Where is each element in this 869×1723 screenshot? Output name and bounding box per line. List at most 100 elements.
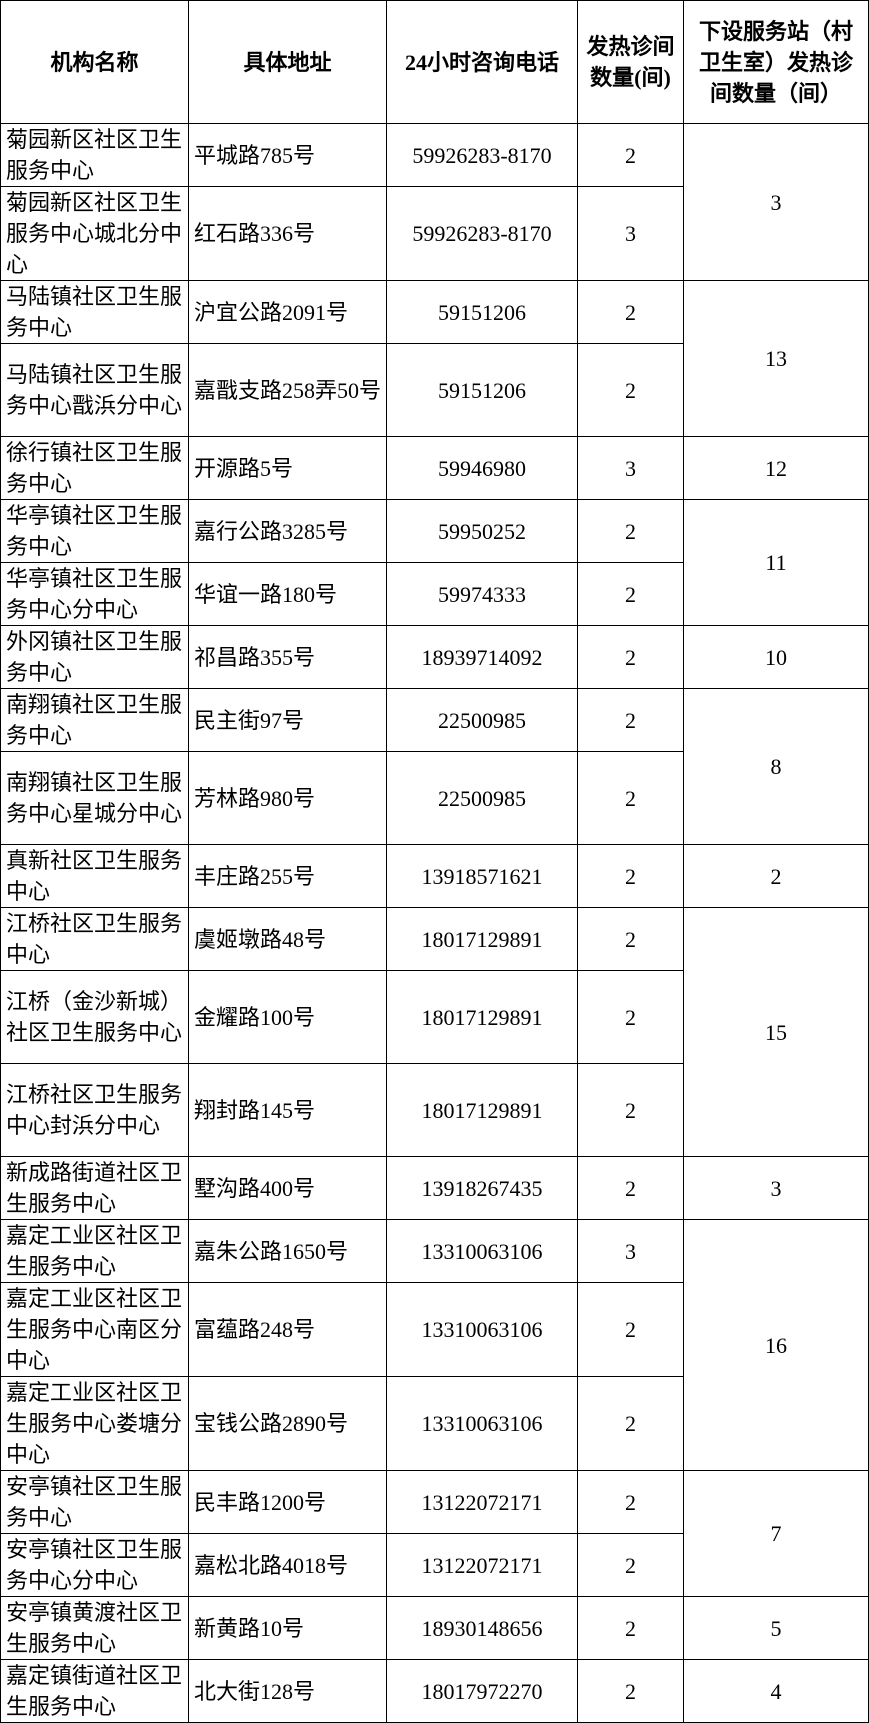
fever-rooms-cell: 2 (577, 1533, 684, 1597)
fever-rooms-cell: 2 (577, 751, 684, 845)
table-row: 嘉定镇街道社区卫生服务中心 北大街128号 18017972270 2 4 (0, 1659, 869, 1723)
fever-rooms-cell: 2 (577, 1470, 684, 1534)
header-phone: 24小时咨询电话 (386, 0, 578, 124)
institution-name-cell: 嘉定工业区社区卫生服务中心 (0, 1219, 189, 1283)
table-row: 真新社区卫生服务中心 丰庄路255号 13918571621 2 2 (0, 844, 869, 908)
table-row: 南翔镇社区卫生服务中心 民主街97号 22500985 2 8 (0, 688, 869, 845)
institution-name-cell: 江桥社区卫生服务中心 (0, 907, 189, 971)
institution-name-cell: 真新社区卫生服务中心 (0, 844, 189, 908)
table-row: 嘉定工业区社区卫生服务中心 嘉朱公路1650号 13310063106 3 16 (0, 1219, 869, 1471)
phone-cell: 13918267435 (386, 1156, 578, 1220)
address-cell: 墅沟路400号 (188, 1156, 387, 1220)
address-cell: 开源路5号 (188, 436, 387, 500)
station-fever-rooms-cell: 12 (683, 436, 869, 500)
station-fever-rooms-cell: 2 (683, 844, 869, 908)
fever-rooms-cell: 2 (577, 688, 684, 752)
table-row: 华亭镇社区卫生服务中心分中心 华谊一路180号 59974333 2 (0, 562, 869, 626)
header-institution-name: 机构名称 (0, 0, 189, 124)
station-fever-rooms-cell: 7 (683, 1470, 869, 1597)
institution-name-cell: 菊园新区社区卫生服务中心城北分中心 (0, 186, 189, 281)
address-cell: 平城路785号 (188, 123, 387, 187)
address-cell: 民丰路1200号 (188, 1470, 387, 1534)
phone-cell: 13310063106 (386, 1282, 578, 1377)
fever-rooms-cell: 2 (577, 123, 684, 187)
institution-name-cell: 徐行镇社区卫生服务中心 (0, 436, 189, 500)
station-fever-rooms-cell: 13 (683, 280, 869, 437)
fever-rooms-cell: 3 (577, 436, 684, 500)
institution-name-cell: 江桥（金沙新城）社区卫生服务中心 (0, 970, 189, 1064)
institution-name-cell: 马陆镇社区卫生服务中心戬浜分中心 (0, 343, 189, 437)
address-cell: 新黄路10号 (188, 1596, 387, 1660)
fever-rooms-cell: 2 (577, 280, 684, 344)
address-cell: 嘉朱公路1650号 (188, 1219, 387, 1283)
table-row: 新成路街道社区卫生服务中心 墅沟路400号 13918267435 2 3 (0, 1156, 869, 1220)
phone-cell: 18017129891 (386, 907, 578, 971)
institution-name-cell: 安亭镇社区卫生服务中心 (0, 1470, 189, 1534)
header-address: 具体地址 (188, 0, 387, 124)
fever-rooms-cell: 2 (577, 1659, 684, 1723)
phone-cell: 13122072171 (386, 1533, 578, 1597)
address-cell: 祁昌路355号 (188, 625, 387, 689)
address-cell: 虞姬墩路48号 (188, 907, 387, 971)
header-row: 机构名称 具体地址 24小时咨询电话 发热诊间数量(间) 下设服务站（村卫生室）… (0, 0, 869, 124)
table-row: 华亭镇社区卫生服务中心 嘉行公路3285号 59950252 2 11 (0, 499, 869, 626)
table-row: 菊园新区社区卫生服务中心城北分中心 红石路336号 59926283-8170 3 (0, 186, 869, 281)
institution-name-cell: 嘉定镇街道社区卫生服务中心 (0, 1659, 189, 1723)
header-station-fever-rooms: 下设服务站（村卫生室）发热诊间数量（间） (683, 0, 869, 124)
address-cell: 嘉戬支路258弄50号 (188, 343, 387, 437)
address-cell: 北大街128号 (188, 1659, 387, 1723)
institution-name-cell: 华亭镇社区卫生服务中心分中心 (0, 562, 189, 626)
table-row: 马陆镇社区卫生服务中心戬浜分中心 嘉戬支路258弄50号 59151206 2 (0, 343, 869, 437)
phone-cell: 13122072171 (386, 1470, 578, 1534)
phone-cell: 59926283-8170 (386, 123, 578, 187)
phone-cell: 59926283-8170 (386, 186, 578, 281)
institution-name-cell: 嘉定工业区社区卫生服务中心南区分中心 (0, 1282, 189, 1377)
phone-cell: 59950252 (386, 499, 578, 563)
phone-cell: 59974333 (386, 562, 578, 626)
institution-name-cell: 嘉定工业区社区卫生服务中心娄塘分中心 (0, 1376, 189, 1471)
phone-cell: 59151206 (386, 280, 578, 344)
institution-name-cell: 南翔镇社区卫生服务中心 (0, 688, 189, 752)
address-cell: 嘉松北路4018号 (188, 1533, 387, 1597)
fever-rooms-cell: 3 (577, 1219, 684, 1283)
table-body: 菊园新区社区卫生服务中心 平城路785号 59926283-8170 2 3 菊园新区社区… (0, 123, 869, 1723)
table-row: 安亭镇社区卫生服务中心 民丰路1200号 13122072171 2 7 (0, 1470, 869, 1597)
phone-cell: 13310063106 (386, 1376, 578, 1471)
phone-cell: 18930148656 (386, 1596, 578, 1660)
address-cell: 丰庄路255号 (188, 844, 387, 908)
fever-rooms-cell: 2 (577, 1596, 684, 1660)
fever-rooms-cell: 2 (577, 562, 684, 626)
phone-cell: 59946980 (386, 436, 578, 500)
fever-rooms-cell: 2 (577, 970, 684, 1064)
fever-rooms-cell: 2 (577, 1063, 684, 1157)
phone-cell: 22500985 (386, 688, 578, 752)
fever-rooms-cell: 2 (577, 1376, 684, 1471)
station-fever-rooms-cell: 10 (683, 625, 869, 689)
station-fever-rooms-cell: 5 (683, 1596, 869, 1660)
address-cell: 芳林路980号 (188, 751, 387, 845)
station-fever-rooms-cell: 15 (683, 907, 869, 1157)
address-cell: 民主街97号 (188, 688, 387, 752)
institution-name-cell: 安亭镇黄渡社区卫生服务中心 (0, 1596, 189, 1660)
station-fever-rooms-cell: 3 (683, 123, 869, 281)
phone-cell: 13918571621 (386, 844, 578, 908)
fever-rooms-cell: 2 (577, 844, 684, 908)
table-row: 嘉定工业区社区卫生服务中心娄塘分中心 宝钱公路2890号 13310063106 2 (0, 1376, 869, 1471)
fever-rooms-cell: 2 (577, 1282, 684, 1377)
phone-cell: 18017972270 (386, 1659, 578, 1723)
station-fever-rooms-cell: 3 (683, 1156, 869, 1220)
table-row: 嘉定工业区社区卫生服务中心南区分中心 富蕴路248号 13310063106 2 (0, 1282, 869, 1377)
phone-cell: 59151206 (386, 343, 578, 437)
institution-name-cell: 菊园新区社区卫生服务中心 (0, 123, 189, 187)
table-row: 江桥（金沙新城）社区卫生服务中心 金耀路100号 18017129891 2 (0, 970, 869, 1064)
table-row: 江桥社区卫生服务中心封浜分中心 翔封路145号 18017129891 2 (0, 1063, 869, 1157)
address-cell: 翔封路145号 (188, 1063, 387, 1157)
header-fever-rooms: 发热诊间数量(间) (577, 0, 684, 124)
fever-rooms-cell: 2 (577, 499, 684, 563)
institution-name-cell: 安亭镇社区卫生服务中心分中心 (0, 1533, 189, 1597)
phone-cell: 22500985 (386, 751, 578, 845)
table-row: 菊园新区社区卫生服务中心 平城路785号 59926283-8170 2 3 (0, 123, 869, 281)
institution-name-cell: 江桥社区卫生服务中心封浜分中心 (0, 1063, 189, 1157)
address-cell: 金耀路100号 (188, 970, 387, 1064)
